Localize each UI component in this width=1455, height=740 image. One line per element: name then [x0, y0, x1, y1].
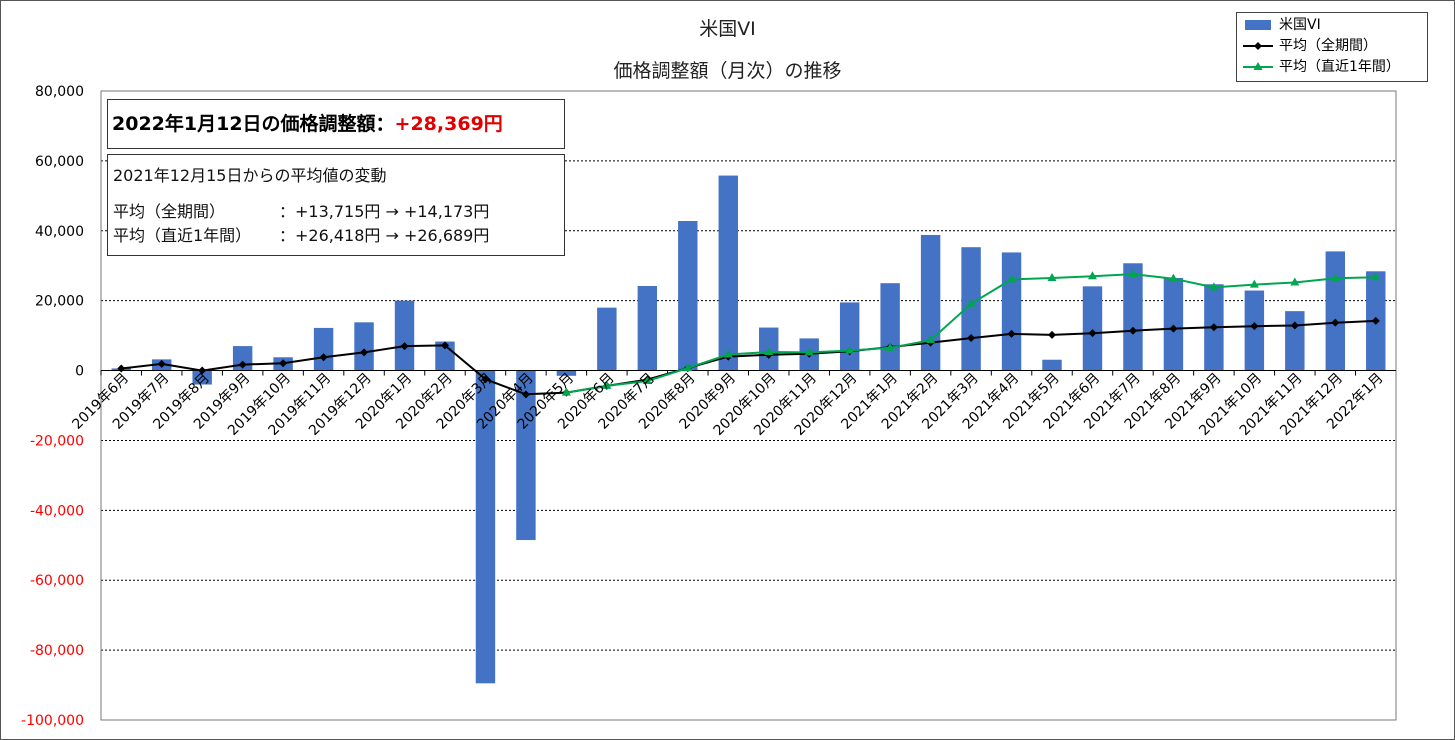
- avg-1y-point: [1047, 272, 1057, 281]
- avg-1y-point: [1087, 271, 1097, 280]
- y-tick-label: 60,000: [35, 154, 84, 170]
- avg-all-point: [198, 366, 207, 375]
- avg-1y-point: [1168, 273, 1178, 282]
- avg-1y-point: [1249, 279, 1259, 288]
- y-tick-label: 80,000: [35, 84, 84, 100]
- avg-all-point: [1250, 322, 1259, 331]
- y-tick-label: -40,000: [30, 503, 84, 519]
- avg-all-point: [238, 360, 247, 369]
- avg-all-point: [967, 334, 976, 343]
- y-tick-label: -60,000: [30, 573, 84, 589]
- y-tick-label: -20,000: [30, 433, 84, 449]
- avg-1y-point: [1290, 277, 1300, 286]
- headline-box: 2022年1月12日の価格調整額：+28,369円: [107, 99, 565, 149]
- avg-1y-point: [1128, 269, 1138, 278]
- avg-all-point: [279, 359, 288, 368]
- avg-all-label: 平均（全期間）: [113, 202, 226, 221]
- legend-bar-swatch: [1245, 20, 1271, 30]
- avg-all-point: [1007, 329, 1016, 338]
- bar: [1042, 359, 1062, 371]
- avg-1y-point: [683, 363, 693, 372]
- y-tick-label: -100,000: [21, 713, 84, 729]
- average-change-subtitle: 2021年12月15日からの平均値の変動: [113, 166, 387, 185]
- avg-all-point: [360, 348, 369, 357]
- avg-all-point: [157, 359, 166, 368]
- avg-all-row: 平均（全期間） ：+13,715円 → +14,173円: [113, 198, 489, 222]
- average-change-box: 2021年12月15日からの平均値の変動 平均（全期間） ：+13,715円 → …: [107, 154, 565, 256]
- bar: [839, 302, 860, 371]
- bar: [880, 283, 900, 371]
- headline-value: +28,369円: [394, 113, 503, 135]
- avg-1y-point: [926, 335, 936, 344]
- avg-all-point: [1048, 330, 1057, 339]
- bar: [1163, 277, 1184, 371]
- avg-1y-point: [1007, 274, 1017, 283]
- avg-all-value: ：+13,715円 → +14,173円: [279, 202, 490, 221]
- avg-all-point: [440, 341, 449, 350]
- avg-all-point: [1088, 329, 1097, 338]
- avg-1y-point: [561, 387, 571, 396]
- bar: [1123, 263, 1143, 371]
- bar: [192, 370, 212, 385]
- bar: [354, 322, 374, 371]
- bar: [678, 220, 698, 371]
- avg-all-point: [1169, 324, 1178, 333]
- avg-all-point: [1128, 326, 1137, 335]
- bar: [516, 370, 536, 541]
- avg-1y-value: ：+26,418円 → +26,689円: [279, 226, 490, 245]
- bar: [920, 234, 941, 371]
- avg-1y-point: [845, 345, 855, 354]
- avg-1y-point: [966, 298, 976, 307]
- avg-1y-point: [885, 342, 895, 351]
- legend-triangle-marker: [1243, 62, 1273, 70]
- legend-label-bar: 米国VI: [1279, 17, 1321, 33]
- avg-1y-point: [602, 380, 612, 389]
- bar: [394, 300, 415, 371]
- plot-area: [100, 90, 1397, 721]
- chart-title-line1: 米国VI: [699, 18, 756, 40]
- y-tick-label: 40,000: [35, 224, 84, 240]
- chart-title-line2: 価格調整額（月次）の推移: [613, 60, 842, 82]
- avg-all-point: [1290, 321, 1299, 330]
- avg-1y-point: [723, 349, 733, 358]
- bar: [718, 175, 738, 371]
- bar: [556, 370, 577, 376]
- bar: [1244, 290, 1265, 371]
- avg-1y-point: [764, 347, 774, 356]
- bar: [313, 327, 334, 371]
- avg-1y-point: [642, 376, 652, 385]
- avg-all-point: [400, 342, 409, 351]
- avg-1y-row: 平均（直近1年間） ：+26,418円 → +26,689円: [113, 222, 489, 246]
- bar: [1285, 311, 1305, 371]
- avg-all-line: [121, 319, 1376, 396]
- avg-1y-point: [1209, 282, 1219, 291]
- bar: [1325, 251, 1346, 371]
- avg-all-point: [1371, 316, 1380, 325]
- legend-diamond-marker: [1243, 42, 1273, 50]
- bar: [475, 370, 496, 684]
- y-tick-label: 20,000: [35, 294, 84, 310]
- avg-all-point: [521, 390, 530, 399]
- avg-all-point: [117, 364, 126, 373]
- bar: [1001, 252, 1022, 371]
- legend-label-avg-all: 平均（全期間）: [1279, 38, 1377, 54]
- y-tick-label: 0: [75, 364, 84, 380]
- avg-all-point: [481, 375, 490, 384]
- bar: [1082, 286, 1103, 371]
- bar: [961, 247, 981, 371]
- headline-label: 2022年1月12日の価格調整額：: [112, 113, 395, 135]
- bar: [597, 307, 617, 371]
- legend: 米国VI 平均（全期間） 平均（直近1年間）: [1236, 12, 1428, 82]
- avg-all-point: [1331, 318, 1340, 327]
- y-tick-label: -80,000: [30, 643, 84, 659]
- avg-all-point: [319, 353, 328, 362]
- avg-all-point: [1209, 323, 1218, 332]
- bar: [637, 285, 658, 371]
- avg-1y-point: [804, 347, 814, 356]
- legend-label-avg-1y: 平均（直近1年間）: [1279, 59, 1400, 75]
- avg-1y-label: 平均（直近1年間）: [113, 226, 252, 245]
- avg-1y-point: [1371, 272, 1381, 281]
- avg-1y-point: [1330, 273, 1340, 282]
